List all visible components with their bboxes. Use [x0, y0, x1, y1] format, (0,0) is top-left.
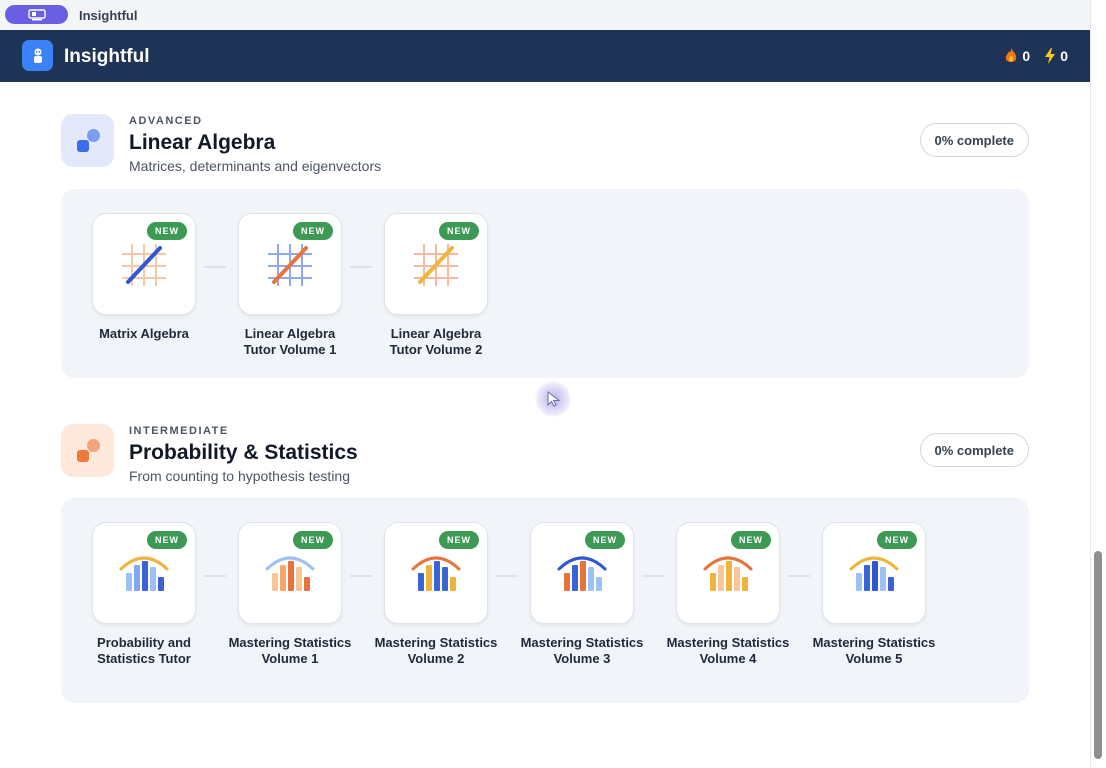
- progress-pill: 0% complete: [919, 433, 1029, 467]
- course-title: Mastering Statistics Volume 3: [520, 635, 644, 666]
- course-card[interactable]: NEW: [92, 522, 196, 624]
- course-title: Linear Algebra Tutor Volume 2: [389, 326, 483, 357]
- new-badge: NEW: [147, 222, 187, 240]
- course-title: Mastering Statistics Volume 1: [228, 635, 352, 666]
- app-header: Insightful 0 0: [0, 30, 1090, 82]
- energy-count: 0: [1060, 48, 1068, 64]
- window-tab-pill[interactable]: [5, 5, 68, 24]
- section-linear-algebra: ADVANCED Linear Algebra Matrices, determ…: [61, 114, 1029, 378]
- linear-grid-icon: [268, 244, 312, 286]
- progress-pill: 0% complete: [919, 123, 1029, 157]
- course-title: Mastering Statistics Volume 5: [812, 635, 936, 666]
- course-title: Matrix Algebra: [99, 326, 189, 341]
- linear-grid-icon: [414, 244, 458, 286]
- path-connector: [350, 266, 372, 268]
- energy-stat[interactable]: 0: [1044, 48, 1068, 64]
- new-badge: NEW: [439, 531, 479, 549]
- path-connector: [788, 575, 810, 577]
- new-badge: NEW: [439, 222, 479, 240]
- course-title: Probability and Statistics Tutor: [97, 635, 191, 666]
- path-connector: [642, 575, 664, 577]
- streak-stat[interactable]: 0: [1004, 48, 1030, 64]
- bar-chart-icon: [119, 556, 169, 591]
- lightning-icon: [1045, 48, 1056, 64]
- new-badge: NEW: [147, 531, 187, 549]
- window-titlebar: Insightful: [0, 0, 1090, 30]
- path-connector: [204, 575, 226, 577]
- bar-chart-icon: [265, 556, 315, 591]
- section-level: INTERMEDIATE: [129, 425, 229, 437]
- course-title: Mastering Statistics Volume 2: [374, 635, 498, 666]
- course-card[interactable]: NEW: [384, 213, 488, 315]
- section-subtitle: From counting to hypothesis testing: [129, 468, 351, 484]
- new-badge: NEW: [731, 531, 771, 549]
- course-card[interactable]: NEW: [384, 522, 488, 624]
- course-card[interactable]: NEW: [676, 522, 780, 624]
- section-subtitle: Matrices, determinants and eigenvectors: [129, 158, 382, 174]
- course-title: Linear Algebra Tutor Volume 1: [243, 326, 337, 357]
- course-card[interactable]: NEW: [238, 213, 342, 315]
- bar-chart-icon: [703, 556, 753, 591]
- section-level: ADVANCED: [129, 115, 203, 127]
- section-title: Probability & Statistics: [129, 441, 358, 464]
- flame-icon: [1006, 48, 1017, 62]
- new-badge: NEW: [585, 531, 625, 549]
- new-badge: NEW: [293, 531, 333, 549]
- course-path-panel: NEW Matrix Algebra NEW: [61, 189, 1029, 378]
- course-card[interactable]: NEW: [822, 522, 926, 624]
- bar-chart-icon: [849, 556, 899, 591]
- path-connector: [350, 575, 372, 577]
- window-title: Insightful: [79, 8, 138, 23]
- new-badge: NEW: [293, 222, 333, 240]
- course-card[interactable]: NEW: [238, 522, 342, 624]
- course-path-panel: NEW Probability and Statistics Tutor NEW: [61, 498, 1029, 703]
- scrollbar-thumb[interactable]: [1094, 551, 1102, 759]
- bar-chart-icon: [557, 556, 607, 591]
- course-card[interactable]: NEW: [92, 213, 196, 315]
- path-connector: [204, 266, 226, 268]
- course-card[interactable]: NEW: [530, 522, 634, 624]
- course-title: Mastering Statistics Volume 4: [666, 635, 790, 666]
- section-icon: [61, 114, 114, 167]
- streak-count: 0: [1022, 48, 1031, 64]
- section-probability-statistics: INTERMEDIATE Probability & Statistics Fr…: [61, 424, 1029, 704]
- section-icon: [61, 424, 114, 477]
- linear-grid-icon: [122, 244, 166, 286]
- monitor-icon: [27, 8, 46, 20]
- app-name[interactable]: Insightful: [64, 46, 150, 67]
- path-connector: [496, 575, 518, 577]
- stats-area: 0 0: [1004, 48, 1068, 64]
- section-title: Linear Algebra: [129, 131, 276, 154]
- mouse-cursor: [535, 381, 571, 417]
- app-logo-icon[interactable]: [22, 40, 53, 71]
- new-badge: NEW: [877, 531, 917, 549]
- bar-chart-icon: [411, 556, 461, 591]
